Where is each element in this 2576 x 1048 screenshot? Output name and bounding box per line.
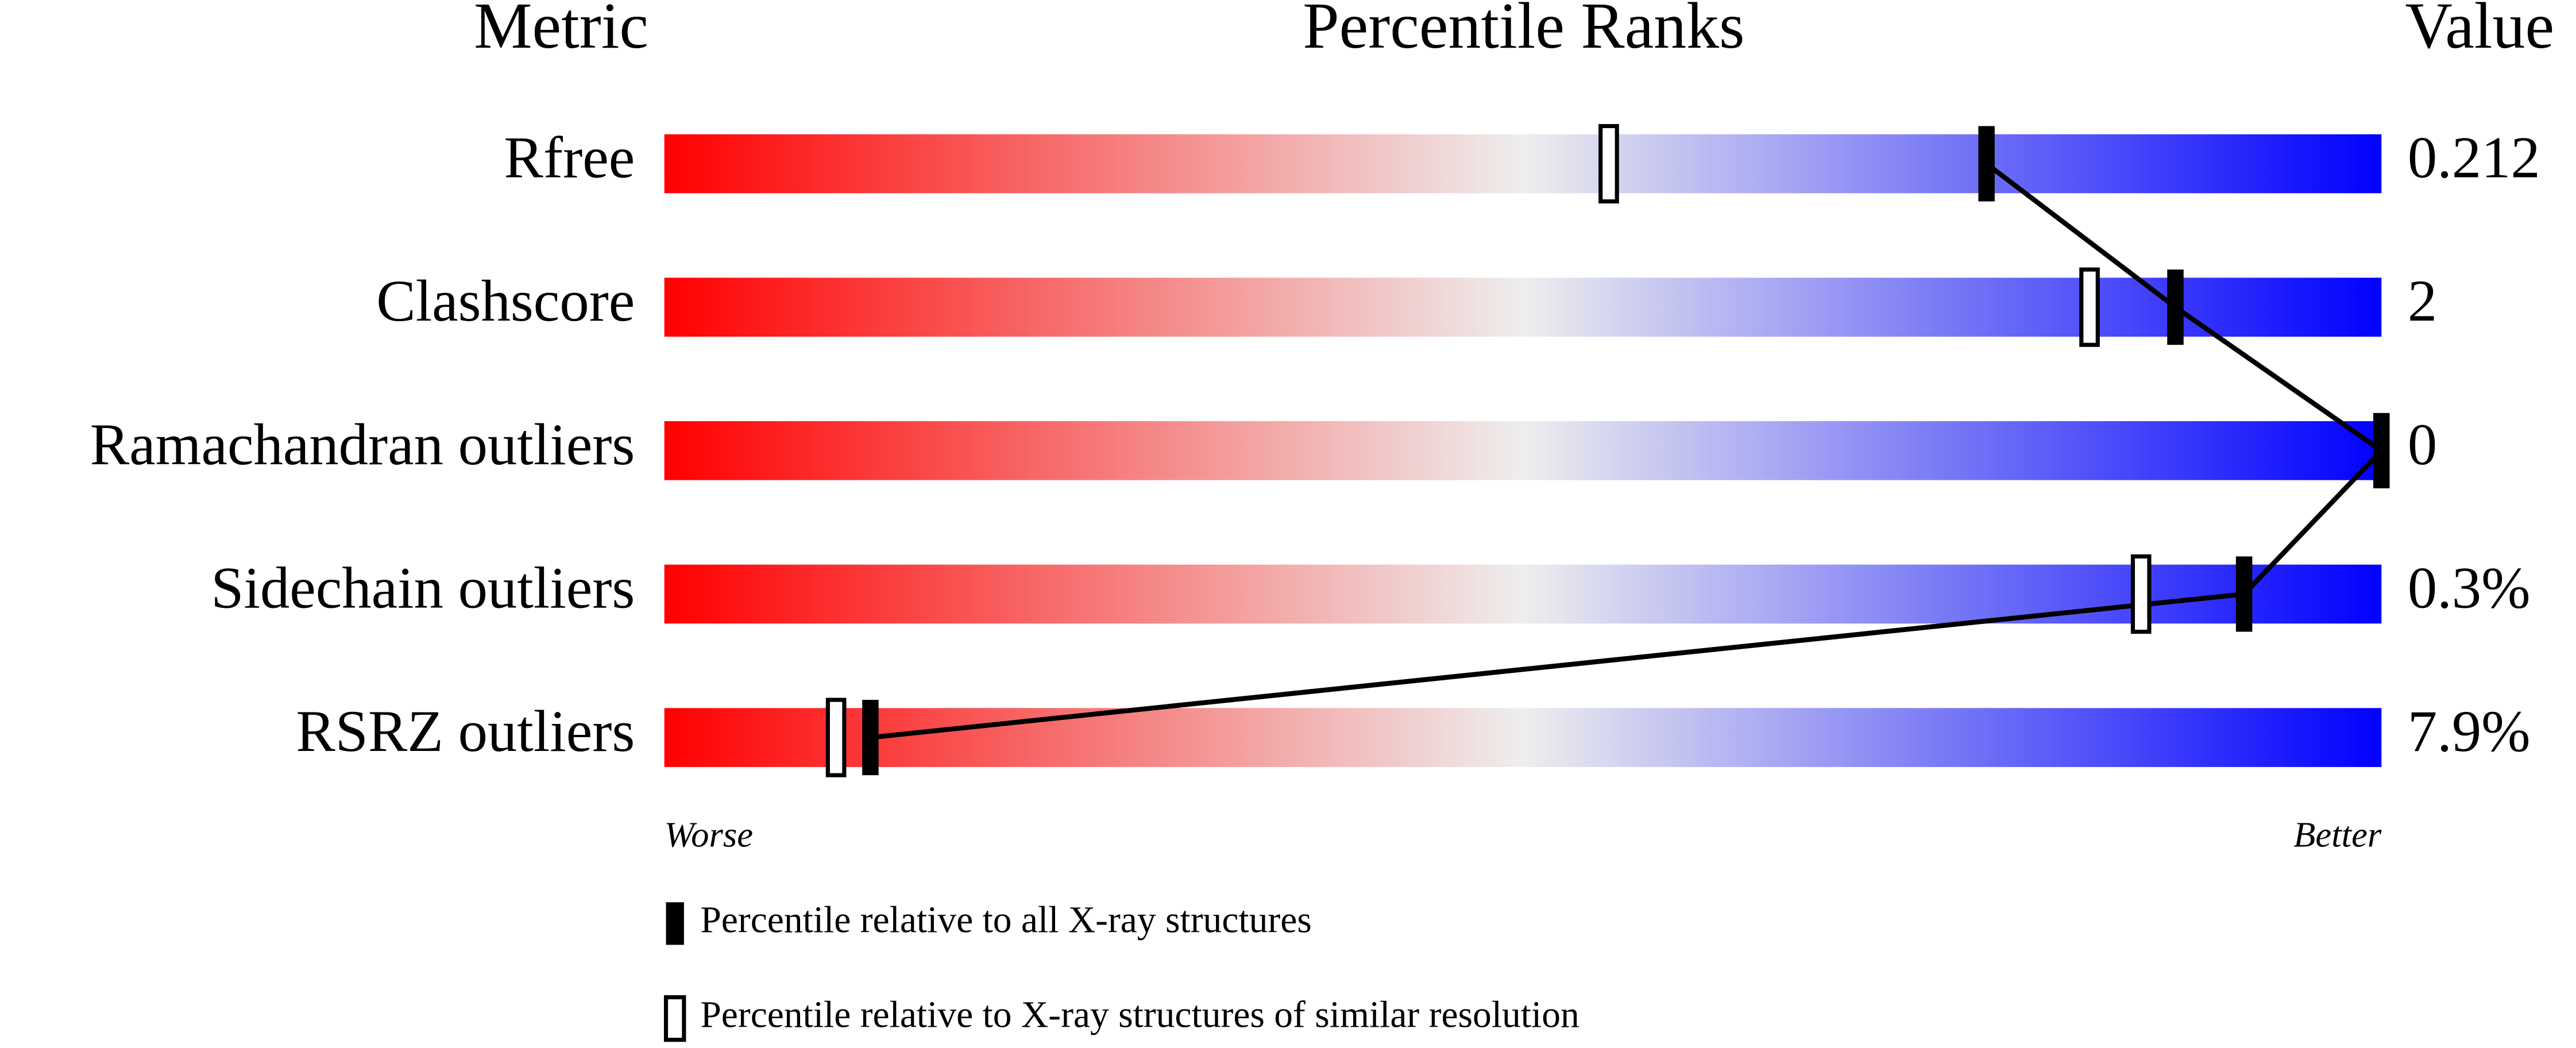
metric-label: Ramachandran outliers <box>90 413 635 477</box>
percentile-marker <box>2167 269 2184 345</box>
gradient-bar <box>664 134 2382 194</box>
metric-value: 0 <box>2408 413 2437 477</box>
similar-resolution-marker <box>825 698 847 777</box>
gradient-bar <box>664 421 2382 480</box>
metric-value: 0.212 <box>2408 126 2540 191</box>
ranks-header: Percentile Ranks <box>1303 0 1744 62</box>
metric-label: Sidechain outliers <box>211 556 635 621</box>
similar-resolution-marker <box>1598 124 1619 204</box>
metric-value: 2 <box>2408 269 2437 334</box>
gradient-bar <box>664 564 2382 624</box>
legend-swatch <box>666 902 684 945</box>
legend-label: Percentile relative to X-ray structures … <box>700 995 1579 1036</box>
similar-resolution-marker <box>2079 267 2100 347</box>
metric-label: Rfree <box>504 126 635 191</box>
similar-resolution-marker <box>2130 554 2152 634</box>
legend-swatch <box>663 995 686 1042</box>
percentile-marker <box>862 700 879 776</box>
value-header: Value <box>2405 0 2555 62</box>
metric-value: 0.3% <box>2408 556 2531 621</box>
percentile-marker <box>2373 413 2390 488</box>
percentile-marker <box>1978 126 1995 202</box>
metric-value: 7.9% <box>2408 699 2531 764</box>
gradient-bar <box>664 278 2382 337</box>
worse-label: Worse <box>665 815 753 855</box>
metric-label: Clashscore <box>376 269 635 334</box>
metric-label: RSRZ outliers <box>296 699 635 764</box>
metric-header: Metric <box>474 0 648 62</box>
legend-label: Percentile relative to all X-ray structu… <box>700 899 1311 941</box>
gradient-bar <box>664 708 2382 767</box>
better-label: Better <box>2293 815 2382 855</box>
percentile-marker <box>2235 556 2253 632</box>
